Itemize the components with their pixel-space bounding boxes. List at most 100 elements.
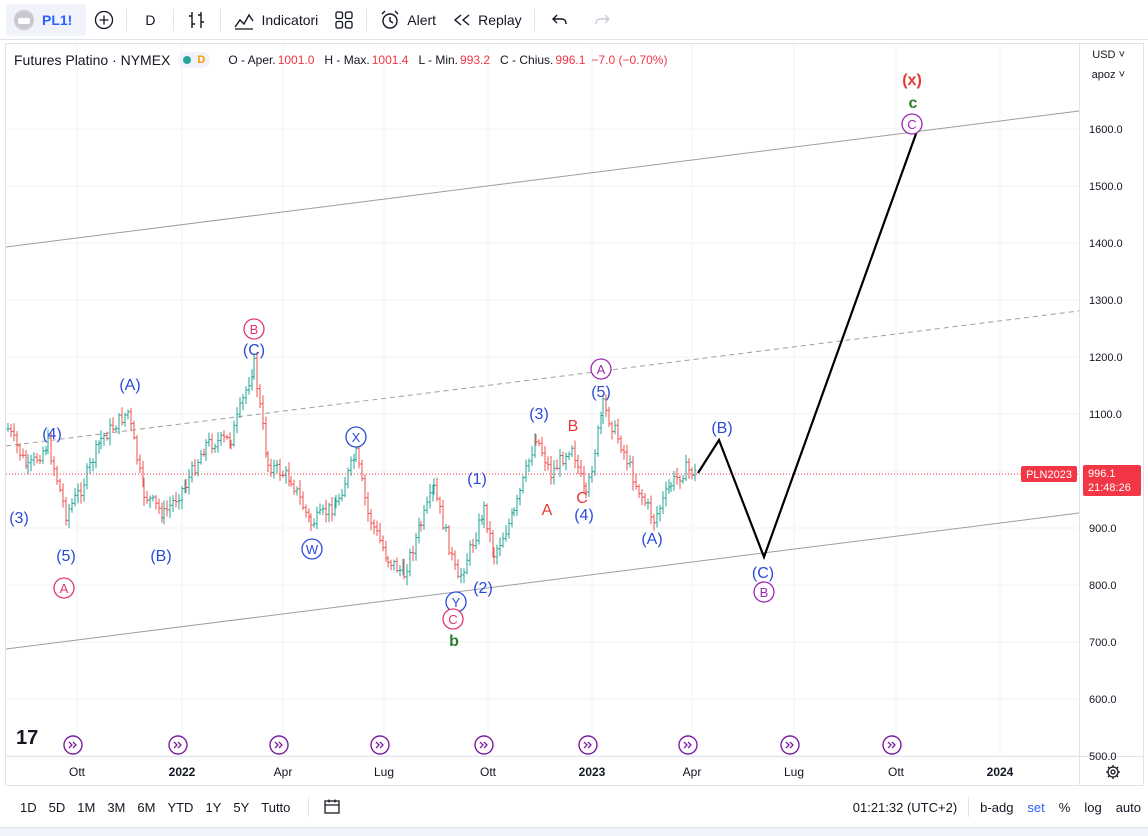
session-toggle[interactable]: set xyxy=(1027,799,1045,815)
price-tick-label: 800.0 xyxy=(1089,580,1117,592)
economic-event-icon[interactable] xyxy=(168,735,188,755)
range-tab-6m[interactable]: 6M xyxy=(137,799,156,815)
wave-label-circle xyxy=(901,113,923,135)
calendar-range-icon xyxy=(324,799,341,814)
range-tab-3m[interactable]: 3M xyxy=(107,799,126,815)
wave-label-circle xyxy=(243,318,265,340)
wave-label: (5) xyxy=(591,384,611,401)
log-scale-toggle[interactable]: log xyxy=(1084,799,1102,815)
economic-event-icon[interactable] xyxy=(370,735,390,755)
rewind-icon xyxy=(453,13,470,26)
last-price-tag-bg xyxy=(1083,465,1141,496)
toolbar-divider xyxy=(220,8,222,31)
range-tab-tutto[interactable]: Tutto xyxy=(261,799,291,815)
wave-label-circle xyxy=(590,358,612,380)
economic-event-icon[interactable] xyxy=(578,735,598,755)
ohlc-bars xyxy=(6,352,697,586)
wave-label: C xyxy=(448,612,457,627)
market-status-badge[interactable]: D xyxy=(178,52,211,68)
time-tick-label: Lug xyxy=(374,765,394,779)
interval-button[interactable]: D xyxy=(131,4,169,36)
wave-label: (x) xyxy=(902,72,922,89)
replay-button[interactable]: Replay xyxy=(444,4,530,36)
chart-type-button[interactable] xyxy=(178,4,216,36)
go-to-date-button[interactable] xyxy=(315,791,349,823)
range-tab-5d[interactable]: 5D xyxy=(48,799,66,815)
change-value: −7.0 (−0.70%) xyxy=(591,53,668,67)
indicators-icon xyxy=(234,13,255,30)
grid-layout-icon xyxy=(335,10,353,29)
clock-timezone[interactable]: 01:21:32 (UTC+2) xyxy=(852,799,958,815)
percent-scale-toggle[interactable]: % xyxy=(1058,799,1071,815)
range-tab-1d[interactable]: 1D xyxy=(20,799,37,815)
close-label: C - Chius. xyxy=(500,53,554,67)
wave-label: (C) xyxy=(243,342,265,359)
grid xyxy=(6,44,1079,757)
toolbar-divider xyxy=(173,8,175,31)
wave-label: (4) xyxy=(42,426,62,443)
alarm-clock-icon xyxy=(381,10,399,29)
symbol-search-button[interactable]: PL1! xyxy=(6,3,87,36)
wave-label: Y xyxy=(452,595,461,610)
scale-mode-selector[interactable]: apoz ˅ xyxy=(1091,69,1125,81)
wave-label: A xyxy=(542,502,553,519)
wave-label: B xyxy=(568,418,579,435)
time-axis[interactable]: Ott 2022 Apr Lug Ott 2023 Apr Lug Ott 2024 xyxy=(69,765,1014,779)
economic-event-icon[interactable] xyxy=(269,735,289,755)
symbol-title[interactable]: Futures Platino · NYMEX xyxy=(14,52,171,68)
event-markers xyxy=(63,735,902,755)
compare-symbol-button[interactable] xyxy=(86,4,122,36)
economic-event-icon[interactable] xyxy=(678,735,698,755)
price-tick-label: 1400.0 xyxy=(1089,238,1123,250)
price-tick-label: 700.0 xyxy=(1089,637,1117,649)
economic-event-icon[interactable] xyxy=(63,735,83,755)
wave-label: A xyxy=(60,581,69,596)
time-tick-label: 2022 xyxy=(169,765,196,779)
interval-label: D xyxy=(145,11,156,28)
wave-label: (3) xyxy=(529,406,549,423)
range-tab-1m[interactable]: 1M xyxy=(77,799,96,815)
bars-chart-icon xyxy=(189,11,205,28)
layouts-button[interactable] xyxy=(326,4,362,36)
indicators-button[interactable]: Indicatori xyxy=(225,4,326,36)
wave-label-circle xyxy=(53,577,75,599)
gear-icon[interactable] xyxy=(1106,765,1120,779)
price-axis[interactable]: 1600.01500.01400.01300.01200.01100.01000… xyxy=(1089,124,1123,763)
time-tick-label: Apr xyxy=(274,765,293,779)
range-tab-5y[interactable]: 5Y xyxy=(233,799,250,815)
close-value: 996.1 xyxy=(555,53,586,67)
countdown-label: 21:48:26 xyxy=(1088,482,1131,494)
toolbar-divider xyxy=(366,8,368,31)
channel-upper-line xyxy=(6,110,1080,248)
price-chart[interactable]: (4)(3)(5)A(A)(B)B(C)XW(1)(2)YCb(3)ABC(4)… xyxy=(6,44,1144,786)
economic-event-icon[interactable] xyxy=(474,735,494,755)
range-tab-1y[interactable]: 1Y xyxy=(205,799,222,815)
economic-event-icon[interactable] xyxy=(780,735,800,755)
chart-legend: Futures Platino · NYMEX D O - Aper. 1001.… xyxy=(14,52,667,68)
economic-event-icon[interactable] xyxy=(882,735,902,755)
range-tab-ytd[interactable]: YTD xyxy=(167,799,194,815)
alert-button[interactable]: Alert xyxy=(371,4,444,36)
elliott-wave-labels: (4)(3)(5)A(A)(B)B(C)XW(1)(2)YCb(3)ABC(4)… xyxy=(9,72,923,650)
redo-icon xyxy=(594,14,610,24)
redo-button[interactable] xyxy=(581,4,623,36)
wave-label: (3) xyxy=(9,510,29,527)
price-tick-label: 1200.0 xyxy=(1089,352,1123,364)
open-label: O - Aper. xyxy=(228,53,276,67)
symbol-tag: PLN2023 xyxy=(1026,469,1072,481)
time-tick-label: 2024 xyxy=(987,765,1014,779)
undo-icon xyxy=(551,14,567,24)
adjustment-toggle[interactable]: b-adg xyxy=(980,799,1014,815)
wave-label: B xyxy=(250,322,259,337)
time-tick-label: Ott xyxy=(480,765,497,779)
low-value: 993.2 xyxy=(460,53,491,67)
wave-label-circle xyxy=(753,581,775,603)
time-tick-label: Ott xyxy=(69,765,86,779)
tradingview-logo-icon: 17 xyxy=(16,727,38,749)
undo-button[interactable] xyxy=(539,4,581,36)
top-toolbar: PL1! D Indicatori Alert Replay xyxy=(0,0,1148,40)
auto-scale-toggle[interactable]: auto xyxy=(1115,799,1141,815)
currency-selector[interactable]: USD ˅ xyxy=(1092,49,1125,61)
wave-label: C xyxy=(576,490,588,507)
